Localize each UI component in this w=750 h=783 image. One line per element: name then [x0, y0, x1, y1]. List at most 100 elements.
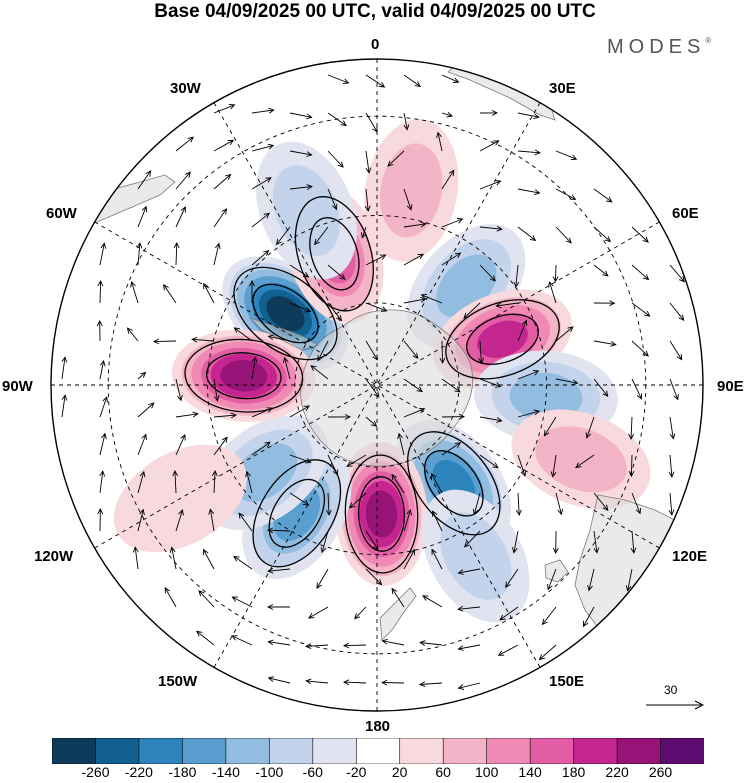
- wind-vector: [403, 408, 425, 418]
- wind-vector-head: [642, 236, 649, 243]
- lon-label-150w: 150W: [158, 673, 198, 690]
- wind-vector-head: [567, 326, 574, 333]
- wind-vector: [437, 132, 443, 152]
- colorbar-swatch: [52, 738, 97, 764]
- wind-vector: [391, 588, 405, 608]
- wind-vector-head: [354, 613, 361, 620]
- wind-vector-head: [169, 546, 176, 553]
- wind-vector-head: [668, 509, 675, 516]
- wind-vector: [479, 340, 482, 364]
- wind-vector-head: [225, 173, 232, 180]
- wind-vector-head: [233, 327, 240, 334]
- wind-vector-head: [454, 252, 462, 259]
- wind-vector-head: [495, 382, 502, 388]
- wind-vector: [284, 357, 291, 380]
- wind-vector-head: [97, 507, 104, 515]
- wind-vector: [153, 340, 177, 343]
- wind-vector: [234, 327, 253, 342]
- wind-vector: [479, 378, 501, 388]
- wind-vector-head: [379, 254, 387, 260]
- wind-vector-head: [457, 645, 464, 651]
- wind-vector: [209, 509, 215, 532]
- wind-vector-head: [302, 271, 310, 278]
- wind-vector-head: [548, 281, 554, 288]
- polar-stereographic-map[interactable]: [0, 0, 750, 730]
- wind-vector: [593, 378, 609, 397]
- wind-vector-head: [628, 433, 635, 441]
- wind-vector-head: [305, 678, 312, 685]
- wind-vector-head: [373, 391, 380, 398]
- wind-vector: [137, 170, 151, 190]
- wind-vector: [555, 226, 572, 244]
- wind-vector: [505, 568, 519, 588]
- wind-vector: [365, 188, 369, 211]
- wind-vector: [61, 395, 66, 418]
- wind-vector-head: [102, 396, 108, 403]
- wind-vector: [137, 372, 146, 380]
- wind-vector-head: [669, 433, 676, 440]
- wind-vector: [175, 171, 191, 190]
- wind-vector: [499, 606, 519, 621]
- wind-vector-head: [233, 555, 240, 562]
- wind-vector-head: [446, 111, 454, 118]
- wind-vector-head: [406, 204, 413, 211]
- wind-vector-head: [602, 390, 609, 397]
- wind-vector-head: [249, 279, 255, 287]
- wind-vector-head: [380, 306, 388, 312]
- wind-vector-head: [231, 596, 238, 602]
- colorbar-swatch: [529, 738, 575, 764]
- wind-vector: [365, 378, 380, 398]
- wind-vector-head: [420, 296, 427, 303]
- wind-vector: [419, 682, 443, 685]
- wind-vector-head: [372, 354, 378, 361]
- wind-vector: [555, 492, 562, 515]
- wind-vector: [327, 150, 344, 168]
- wind-vector-head: [314, 238, 320, 246]
- wind-vector-head: [267, 567, 274, 574]
- wind-vector: [403, 509, 411, 532]
- wind-vector-head: [628, 470, 635, 478]
- wind-vector-head: [251, 356, 258, 363]
- wind-vector: [631, 378, 642, 399]
- brand-name: MODES: [607, 36, 706, 58]
- wind-vector: [268, 641, 291, 646]
- wind-vector: [289, 112, 312, 118]
- wind-vector: [251, 177, 272, 190]
- wind-vector-head: [448, 169, 455, 177]
- colorbar-ticks: -260 -220 -180 -140 -100 -60 -20 20 60 100 140 180 2…: [0, 764, 750, 782]
- wind-vector-head: [569, 194, 577, 200]
- wind-vector: [314, 226, 329, 245]
- wind-vector: [289, 454, 311, 463]
- wind-vector: [137, 509, 144, 532]
- wind-vector-head: [320, 546, 327, 554]
- wind-vector: [631, 226, 649, 243]
- wind-vector-head: [264, 441, 271, 448]
- wind-vector-head: [610, 341, 617, 347]
- wind-vector: [441, 442, 461, 456]
- wind-vector-head: [491, 109, 498, 116]
- wind-vector-head: [529, 235, 537, 242]
- wind-vector-head: [513, 281, 520, 288]
- wind-vector: [441, 170, 455, 190]
- wind-vector-head: [267, 334, 275, 341]
- wind-vector: [175, 434, 186, 456]
- wind-vector: [289, 186, 312, 190]
- wind-vector: [479, 226, 502, 230]
- wind-vector: [175, 509, 183, 532]
- wind-vector-head: [97, 279, 104, 287]
- map-boundary: [50, 58, 704, 712]
- wind-vector: [267, 529, 291, 532]
- wind-vector: [251, 144, 274, 152]
- wind-vector: [238, 512, 253, 532]
- wind-vector-head: [326, 509, 332, 517]
- wind-vector: [547, 568, 557, 590]
- colorbar-tick-label: 260: [648, 764, 673, 780]
- wind-vector: [403, 549, 415, 570]
- colorbar-tick-label: 20: [391, 764, 408, 780]
- wind-vector-head: [587, 584, 593, 592]
- colorbar-tick-label: -260: [81, 764, 110, 780]
- wind-vector-head: [419, 640, 426, 646]
- wind-vector-head: [336, 314, 343, 322]
- wind-reference-label: 30: [664, 683, 678, 697]
- wind-vector: [137, 402, 155, 418]
